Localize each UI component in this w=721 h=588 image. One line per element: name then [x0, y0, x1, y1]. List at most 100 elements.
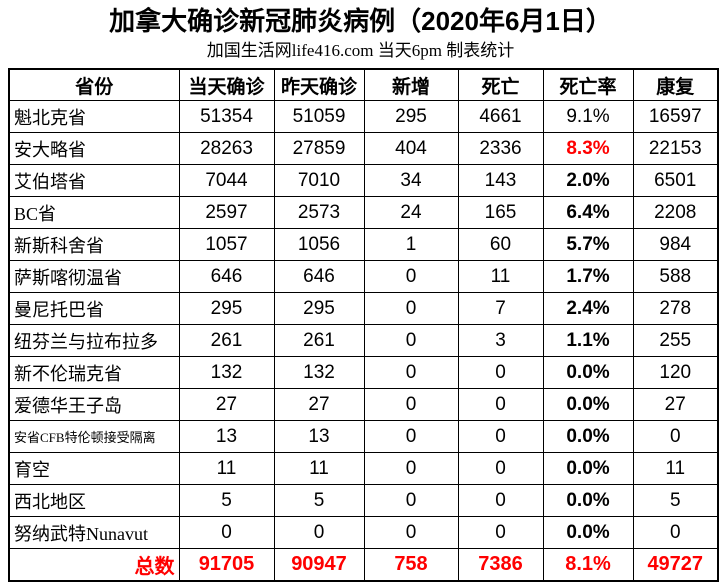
cell-recovered: 5	[632, 484, 719, 517]
cell-deaths: 0	[457, 420, 544, 453]
table-row: 纽芬兰与拉布拉多 261 261 0 3 1.1% 255	[8, 324, 719, 357]
cell-recovered: 22153	[632, 132, 719, 165]
cell-yesterday: 132	[273, 356, 365, 389]
cell-today: 646	[178, 260, 275, 293]
cell-death-rate: 0.0%	[542, 356, 634, 389]
cell-province: 努纳武特Nunavut	[8, 516, 180, 549]
cell-new: 0	[363, 324, 459, 357]
table-row: 安省CFB特伦顿接受隔离 13 13 0 0 0.0% 0	[8, 420, 719, 453]
cell-yesterday: 5	[273, 484, 365, 517]
table-row: 育空 11 11 0 0 0.0% 11	[8, 452, 719, 485]
page-subtitle: 加国生活网life416.com 当天6pm 制表统计	[206, 41, 515, 60]
cell-yesterday: 1056	[273, 228, 365, 261]
cell-province: 安大略省	[8, 132, 180, 165]
cell-today: 5	[178, 484, 275, 517]
column-header-province: 省份	[8, 68, 180, 101]
cell-death-rate: 2.0%	[542, 164, 634, 197]
column-header-new: 新增	[363, 68, 459, 101]
cell-death-rate: 2.4%	[542, 292, 634, 325]
cell-death-rate: 0.0%	[542, 516, 634, 549]
cell-yesterday: 295	[273, 292, 365, 325]
cell-today: 295	[178, 292, 275, 325]
table-row: 魁北克省 51354 51059 295 4661 9.1% 16597	[8, 100, 719, 133]
cell-province: 安省CFB特伦顿接受隔离	[8, 420, 180, 453]
cell-new: 0	[363, 356, 459, 389]
cell-deaths: 0	[457, 356, 544, 389]
cell-recovered: 2208	[632, 196, 719, 229]
cell-deaths: 4661	[457, 100, 544, 133]
table-row: 努纳武特Nunavut 0 0 0 0 0.0% 0	[8, 516, 719, 549]
cell-new: 0	[363, 484, 459, 517]
cell-recovered: 16597	[632, 100, 719, 133]
cell-new: 34	[363, 164, 459, 197]
cell-new: 24	[363, 196, 459, 229]
cell-deaths: 7	[457, 292, 544, 325]
column-header-death-rate: 死亡率	[542, 68, 634, 101]
cell-death-rate: 0.0%	[542, 388, 634, 421]
cell-yesterday: 7010	[273, 164, 365, 197]
cell-deaths: 11	[457, 260, 544, 293]
cell-today: 0	[178, 516, 275, 549]
table-body: 魁北克省 51354 51059 295 4661 9.1% 16597 安大略省 28263 2…	[8, 100, 719, 549]
cell-death-rate: 0.0%	[542, 484, 634, 517]
cell-new: 0	[363, 260, 459, 293]
table-row: 安大略省 28263 27859 404 2336 8.3% 22153	[8, 132, 719, 165]
cell-province: 爱德华王子岛	[8, 388, 180, 421]
column-header-yesterday: 昨天确诊	[273, 68, 365, 101]
cell-recovered: 0	[632, 516, 719, 549]
cell-recovered: 11	[632, 452, 719, 485]
cell-new: 0	[363, 420, 459, 453]
table-row: 萨斯喀彻温省 646 646 0 11 1.7% 588	[8, 260, 719, 293]
cell-deaths: 0	[457, 388, 544, 421]
total-today-confirmed: 91705	[178, 548, 275, 582]
table-row: 曼尼托巴省 295 295 0 7 2.4% 278	[8, 292, 719, 325]
cell-new: 1	[363, 228, 459, 261]
cell-today: 7044	[178, 164, 275, 197]
cell-new: 0	[363, 516, 459, 549]
cell-yesterday: 51059	[273, 100, 365, 133]
cell-province: 艾伯塔省	[8, 164, 180, 197]
cell-yesterday: 646	[273, 260, 365, 293]
cell-province: 西北地区	[8, 484, 180, 517]
page-title: 加拿大确诊新冠肺炎病例（2020年6月1日）	[109, 6, 612, 36]
total-death-rate: 8.1%	[542, 548, 634, 582]
cell-recovered: 278	[632, 292, 719, 325]
cell-death-rate: 8.3%	[542, 132, 634, 165]
table-row: BC省 2597 2573 24 165 6.4% 2208	[8, 196, 719, 229]
cell-new: 295	[363, 100, 459, 133]
cell-province: 萨斯喀彻温省	[8, 260, 180, 293]
table-row: 爱德华王子岛 27 27 0 0 0.0% 27	[8, 388, 719, 421]
cell-new: 0	[363, 388, 459, 421]
cell-yesterday: 27859	[273, 132, 365, 165]
cell-province: BC省	[8, 196, 180, 229]
cell-deaths: 3	[457, 324, 544, 357]
cell-new: 404	[363, 132, 459, 165]
table-row: 新不伦瑞克省 132 132 0 0 0.0% 120	[8, 356, 719, 389]
cell-recovered: 0	[632, 420, 719, 453]
table-row: 艾伯塔省 7044 7010 34 143 2.0% 6501	[8, 164, 719, 197]
header-row: 省份 当天确诊 昨天确诊 新增 死亡 死亡率 康复	[8, 68, 719, 101]
table-row: 西北地区 5 5 0 0 0.0% 5	[8, 484, 719, 517]
total-yesterday-confirmed: 90947	[273, 548, 365, 582]
cell-today: 13	[178, 420, 275, 453]
cell-yesterday: 13	[273, 420, 365, 453]
cell-deaths: 0	[457, 452, 544, 485]
cell-deaths: 165	[457, 196, 544, 229]
cell-death-rate: 6.4%	[542, 196, 634, 229]
cell-recovered: 984	[632, 228, 719, 261]
cell-today: 28263	[178, 132, 275, 165]
cell-recovered: 588	[632, 260, 719, 293]
cell-death-rate: 1.1%	[542, 324, 634, 357]
cell-recovered: 6501	[632, 164, 719, 197]
cell-new: 0	[363, 452, 459, 485]
cell-deaths: 143	[457, 164, 544, 197]
cell-yesterday: 261	[273, 324, 365, 357]
cell-province: 曼尼托巴省	[8, 292, 180, 325]
cell-death-rate: 0.0%	[542, 452, 634, 485]
column-header-today: 当天确诊	[178, 68, 275, 101]
cell-death-rate: 9.1%	[542, 100, 634, 133]
column-header-recovered: 康复	[632, 68, 719, 101]
cell-province: 新斯科舍省	[8, 228, 180, 261]
column-header-deaths: 死亡	[457, 68, 544, 101]
cell-deaths: 0	[457, 516, 544, 549]
